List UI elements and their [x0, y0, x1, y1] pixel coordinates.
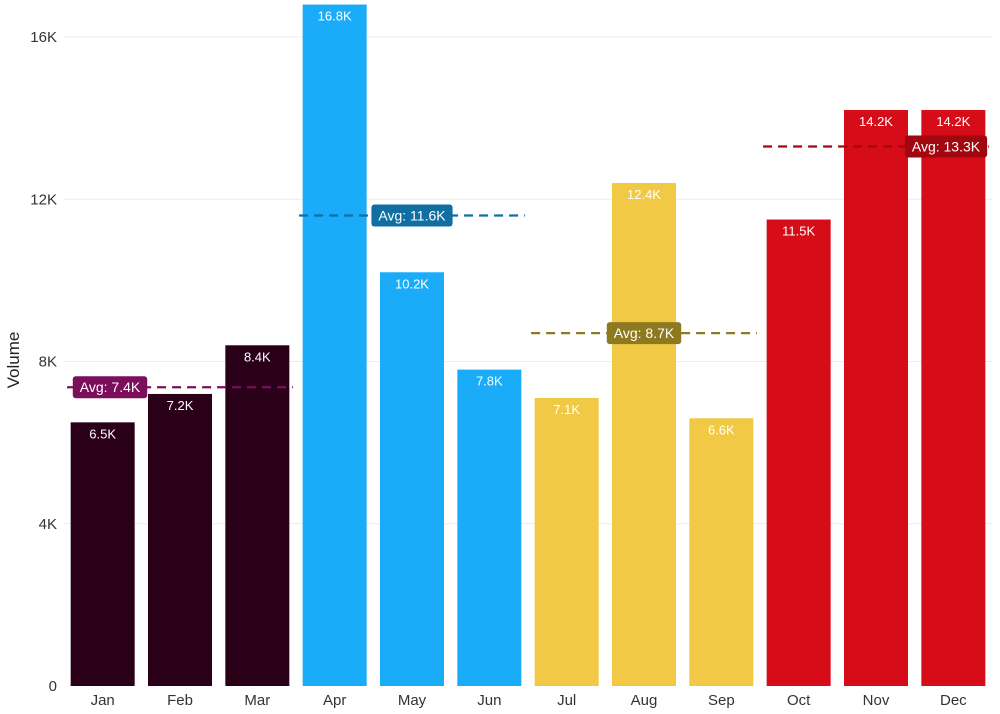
- bar-mar: [225, 345, 290, 686]
- x-tick-label: Aug: [631, 692, 658, 709]
- x-tick-label: Sep: [708, 692, 735, 709]
- x-axis-ticks: Jan Feb Mar Apr May Jun Jul Aug Sep Oct Nov Dec: [91, 692, 968, 709]
- average-label-badge: [371, 204, 453, 227]
- average-label: Avg: 8.7K: [614, 325, 675, 341]
- x-tick-label: May: [398, 692, 427, 709]
- bar-dec: [921, 110, 986, 686]
- x-tick-label: Mar: [244, 692, 270, 709]
- y-axis-title: Volume: [4, 332, 23, 389]
- bar-jun: [457, 369, 522, 686]
- bar-value-label: 6.6K: [708, 422, 735, 437]
- bar-may: [380, 272, 444, 686]
- bar-value-label: 7.1K: [553, 402, 580, 417]
- bar-value-label: 10.2K: [395, 276, 429, 291]
- y-tick-label: 12K: [30, 191, 57, 208]
- average-label: Avg: 11.6K: [378, 207, 446, 223]
- bar-value-label: 7.2K: [167, 398, 194, 413]
- bar-feb: [148, 393, 212, 686]
- y-tick-label: 16K: [30, 29, 57, 46]
- x-tick-label: Feb: [167, 692, 193, 709]
- x-tick-label: Oct: [787, 692, 811, 709]
- x-tick-label: Dec: [940, 692, 967, 709]
- bar-apr: [302, 4, 367, 687]
- x-tick-label: Jul: [557, 692, 576, 709]
- y-axis-ticks: 0 4K 8K 12K 16K: [30, 29, 57, 695]
- bar-oct: [766, 219, 831, 686]
- bar-value-label: 14.2K: [859, 114, 893, 129]
- bar-jul: [534, 398, 599, 686]
- bar-jan: [70, 422, 135, 686]
- bar-value-label: 6.5K: [89, 426, 116, 441]
- bars: 6.5K 7.2K 8.4K 16.8K 10.2K 7.8K 7.1K 12.4K 6.6K 1…: [70, 4, 986, 687]
- bar-value-label: 11.5K: [782, 224, 815, 239]
- average-label-badge: [72, 376, 148, 399]
- average-label-badge: [904, 135, 988, 158]
- bar-value-label: 14.2K: [936, 114, 970, 129]
- bar-nov: [844, 110, 908, 686]
- bar-sep: [689, 418, 754, 686]
- bar-aug: [612, 183, 676, 686]
- gridlines: [64, 36, 992, 525]
- average-label: Avg: 7.4K: [80, 379, 141, 395]
- x-tick-label: Jun: [477, 692, 501, 709]
- average-lines: Avg: 7.4K Avg: 11.6K Avg: 8.7K Avg: 13.3K: [67, 135, 989, 399]
- bar-value-label: 16.8K: [318, 9, 352, 24]
- x-tick-label: Jan: [91, 692, 115, 709]
- bar-value-label: 7.8K: [476, 374, 503, 389]
- average-label-badge: [606, 322, 682, 345]
- x-tick-label: Nov: [863, 692, 890, 709]
- x-tick-label: Apr: [323, 692, 346, 709]
- bar-value-label: 12.4K: [627, 187, 661, 202]
- y-tick-label: 8K: [39, 354, 57, 371]
- bar-value-label: 8.4K: [244, 349, 271, 364]
- average-label: Avg: 13.3K: [912, 139, 981, 155]
- y-tick-label: 4K: [39, 516, 57, 533]
- y-tick-label: 0: [49, 678, 57, 695]
